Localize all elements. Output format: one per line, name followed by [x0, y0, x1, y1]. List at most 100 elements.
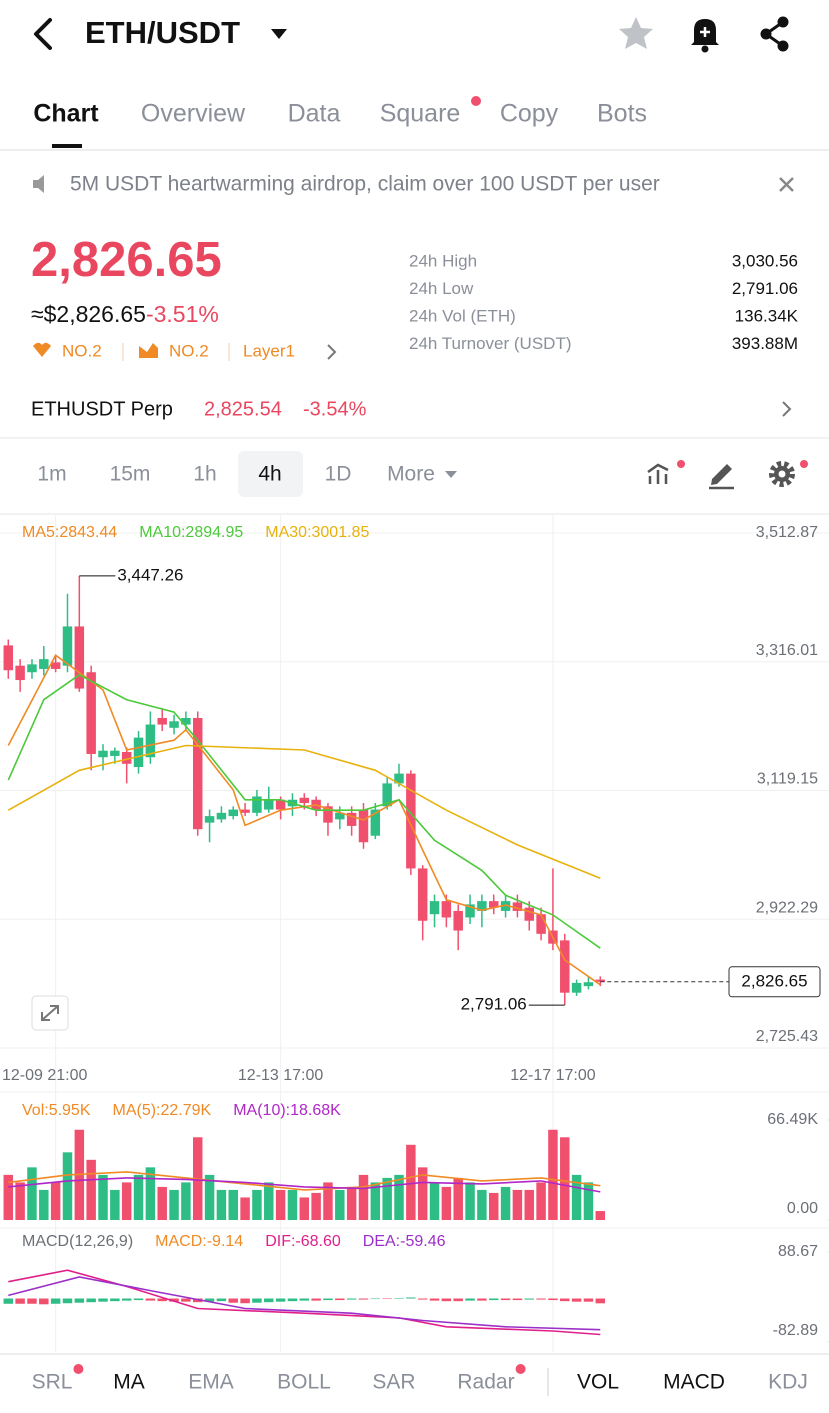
- volume-bar: [240, 1197, 250, 1220]
- y-tick-label: -82.89: [773, 1322, 818, 1339]
- macd-bar: [181, 1298, 191, 1302]
- indicator-tab[interactable]: MA: [113, 1371, 145, 1394]
- volume-bar: [429, 1182, 440, 1220]
- candle-body: [228, 809, 238, 817]
- perp-arrow[interactable]: [782, 401, 792, 417]
- indicator-tab[interactable]: SRL: [32, 1371, 73, 1394]
- macd-bar: [311, 1298, 321, 1301]
- y-tick-label: 66.49K: [767, 1111, 818, 1128]
- pair-dropdown[interactable]: [271, 29, 287, 39]
- interval[interactable]: 15m: [110, 463, 151, 486]
- tab[interactable]: Copy: [500, 100, 559, 128]
- banner-close[interactable]: [779, 177, 794, 192]
- volume-bar: [275, 1189, 286, 1220]
- macd-bar: [406, 1297, 416, 1299]
- indicator-dot: [73, 1364, 84, 1374]
- indicator-tab[interactable]: Radar: [457, 1371, 514, 1394]
- volume-bar: [157, 1186, 167, 1220]
- candle-body: [441, 901, 452, 918]
- interval[interactable]: 1m: [37, 463, 66, 486]
- pair-title[interactable]: ETH/USDT: [85, 15, 240, 50]
- alert-icon[interactable]: [691, 19, 719, 53]
- last-price-label: 2,826.65: [741, 971, 807, 990]
- volume-bar: [512, 1189, 523, 1220]
- tag[interactable]: NO.2: [169, 341, 209, 360]
- settings-dot: [800, 460, 808, 468]
- macd-bar: [169, 1298, 179, 1302]
- indicator-dot: [677, 460, 685, 468]
- interval[interactable]: 4h: [258, 463, 281, 486]
- y-tick-label: 3,512.87: [756, 524, 818, 541]
- expand-button[interactable]: [31, 995, 69, 1031]
- indicator-icon[interactable]: [647, 463, 669, 484]
- candle-body: [74, 626, 85, 689]
- tab[interactable]: Data: [288, 100, 341, 128]
- candle-body: [429, 901, 440, 915]
- tag[interactable]: NO.2: [62, 341, 102, 360]
- share-icon[interactable]: [760, 16, 789, 52]
- volume-bar: [335, 1189, 345, 1220]
- indicator-tab[interactable]: MACD: [663, 1371, 725, 1394]
- candle-body: [3, 645, 14, 671]
- volume-bar: [406, 1144, 416, 1220]
- favorite-icon[interactable]: [619, 17, 653, 49]
- y-tick-label: 2,922.29: [756, 899, 818, 916]
- volume-bar: [548, 1129, 558, 1220]
- macd-bar: [157, 1298, 167, 1302]
- indicator-tab[interactable]: VOL: [577, 1371, 619, 1394]
- volume-bar: [394, 1174, 404, 1220]
- volume-bar: [346, 1186, 357, 1220]
- x-tick-label: 12-09 21:00: [2, 1067, 88, 1084]
- draw-icon[interactable]: [709, 464, 734, 490]
- tag-more[interactable]: [327, 344, 337, 360]
- legend-entry: MA10:2894.95: [139, 524, 243, 541]
- tag[interactable]: Layer1: [243, 341, 295, 360]
- candle-body: [133, 737, 144, 768]
- tab[interactable]: Chart: [33, 100, 99, 128]
- macd-bar: [86, 1298, 96, 1303]
- macd-bar: [335, 1298, 345, 1301]
- volume-bar: [571, 1174, 582, 1220]
- interval[interactable]: 1D: [325, 463, 352, 486]
- stat-value: 393.88M: [732, 334, 798, 353]
- volume-bar: [465, 1182, 475, 1220]
- volume-bar: [15, 1182, 25, 1220]
- tab[interactable]: Overview: [141, 100, 246, 128]
- volume-bar: [441, 1186, 452, 1220]
- back-button[interactable]: [34, 18, 52, 50]
- interval[interactable]: 1h: [193, 463, 216, 486]
- interval[interactable]: More: [387, 463, 435, 486]
- indicator-tab[interactable]: KDJ: [768, 1371, 808, 1394]
- indicator-tab[interactable]: EMA: [188, 1371, 234, 1394]
- volume-bar: [62, 1152, 73, 1220]
- candle-body: [181, 718, 191, 725]
- volume-bar: [133, 1174, 144, 1220]
- tab[interactable]: Bots: [597, 100, 647, 128]
- more-dropdown[interactable]: [445, 471, 457, 478]
- volume-bar: [110, 1189, 120, 1220]
- volume-bar: [536, 1182, 546, 1220]
- volume-bar: [204, 1174, 215, 1220]
- candle-body: [524, 907, 534, 921]
- indicator-dot: [515, 1364, 526, 1374]
- volume-bar: [453, 1177, 463, 1220]
- perp-change: -3.54%: [303, 398, 367, 420]
- candle-body: [488, 901, 499, 908]
- candle-body: [252, 796, 262, 813]
- volume-bar: [287, 1189, 298, 1220]
- legend-entry: MA(10):18.68K: [233, 1102, 341, 1119]
- macd-bar: [477, 1298, 487, 1301]
- macd-bar: [62, 1298, 73, 1304]
- candle-body: [500, 901, 511, 911]
- settings-icon[interactable]: [769, 461, 795, 487]
- indicator-tab[interactable]: SAR: [372, 1371, 415, 1394]
- indicator-tab[interactable]: BOLL: [277, 1371, 331, 1394]
- perp-price: 2,825.54: [204, 398, 282, 420]
- banner-text[interactable]: 5M USDT heartwarming airdrop, claim over…: [70, 173, 660, 196]
- macd-bar: [50, 1298, 61, 1304]
- volume-bar: [228, 1189, 238, 1220]
- tab[interactable]: Square: [380, 100, 461, 128]
- candle-body: [477, 901, 487, 911]
- perp-name[interactable]: ETHUSDT Perp: [31, 398, 173, 420]
- volume-bar: [524, 1189, 534, 1220]
